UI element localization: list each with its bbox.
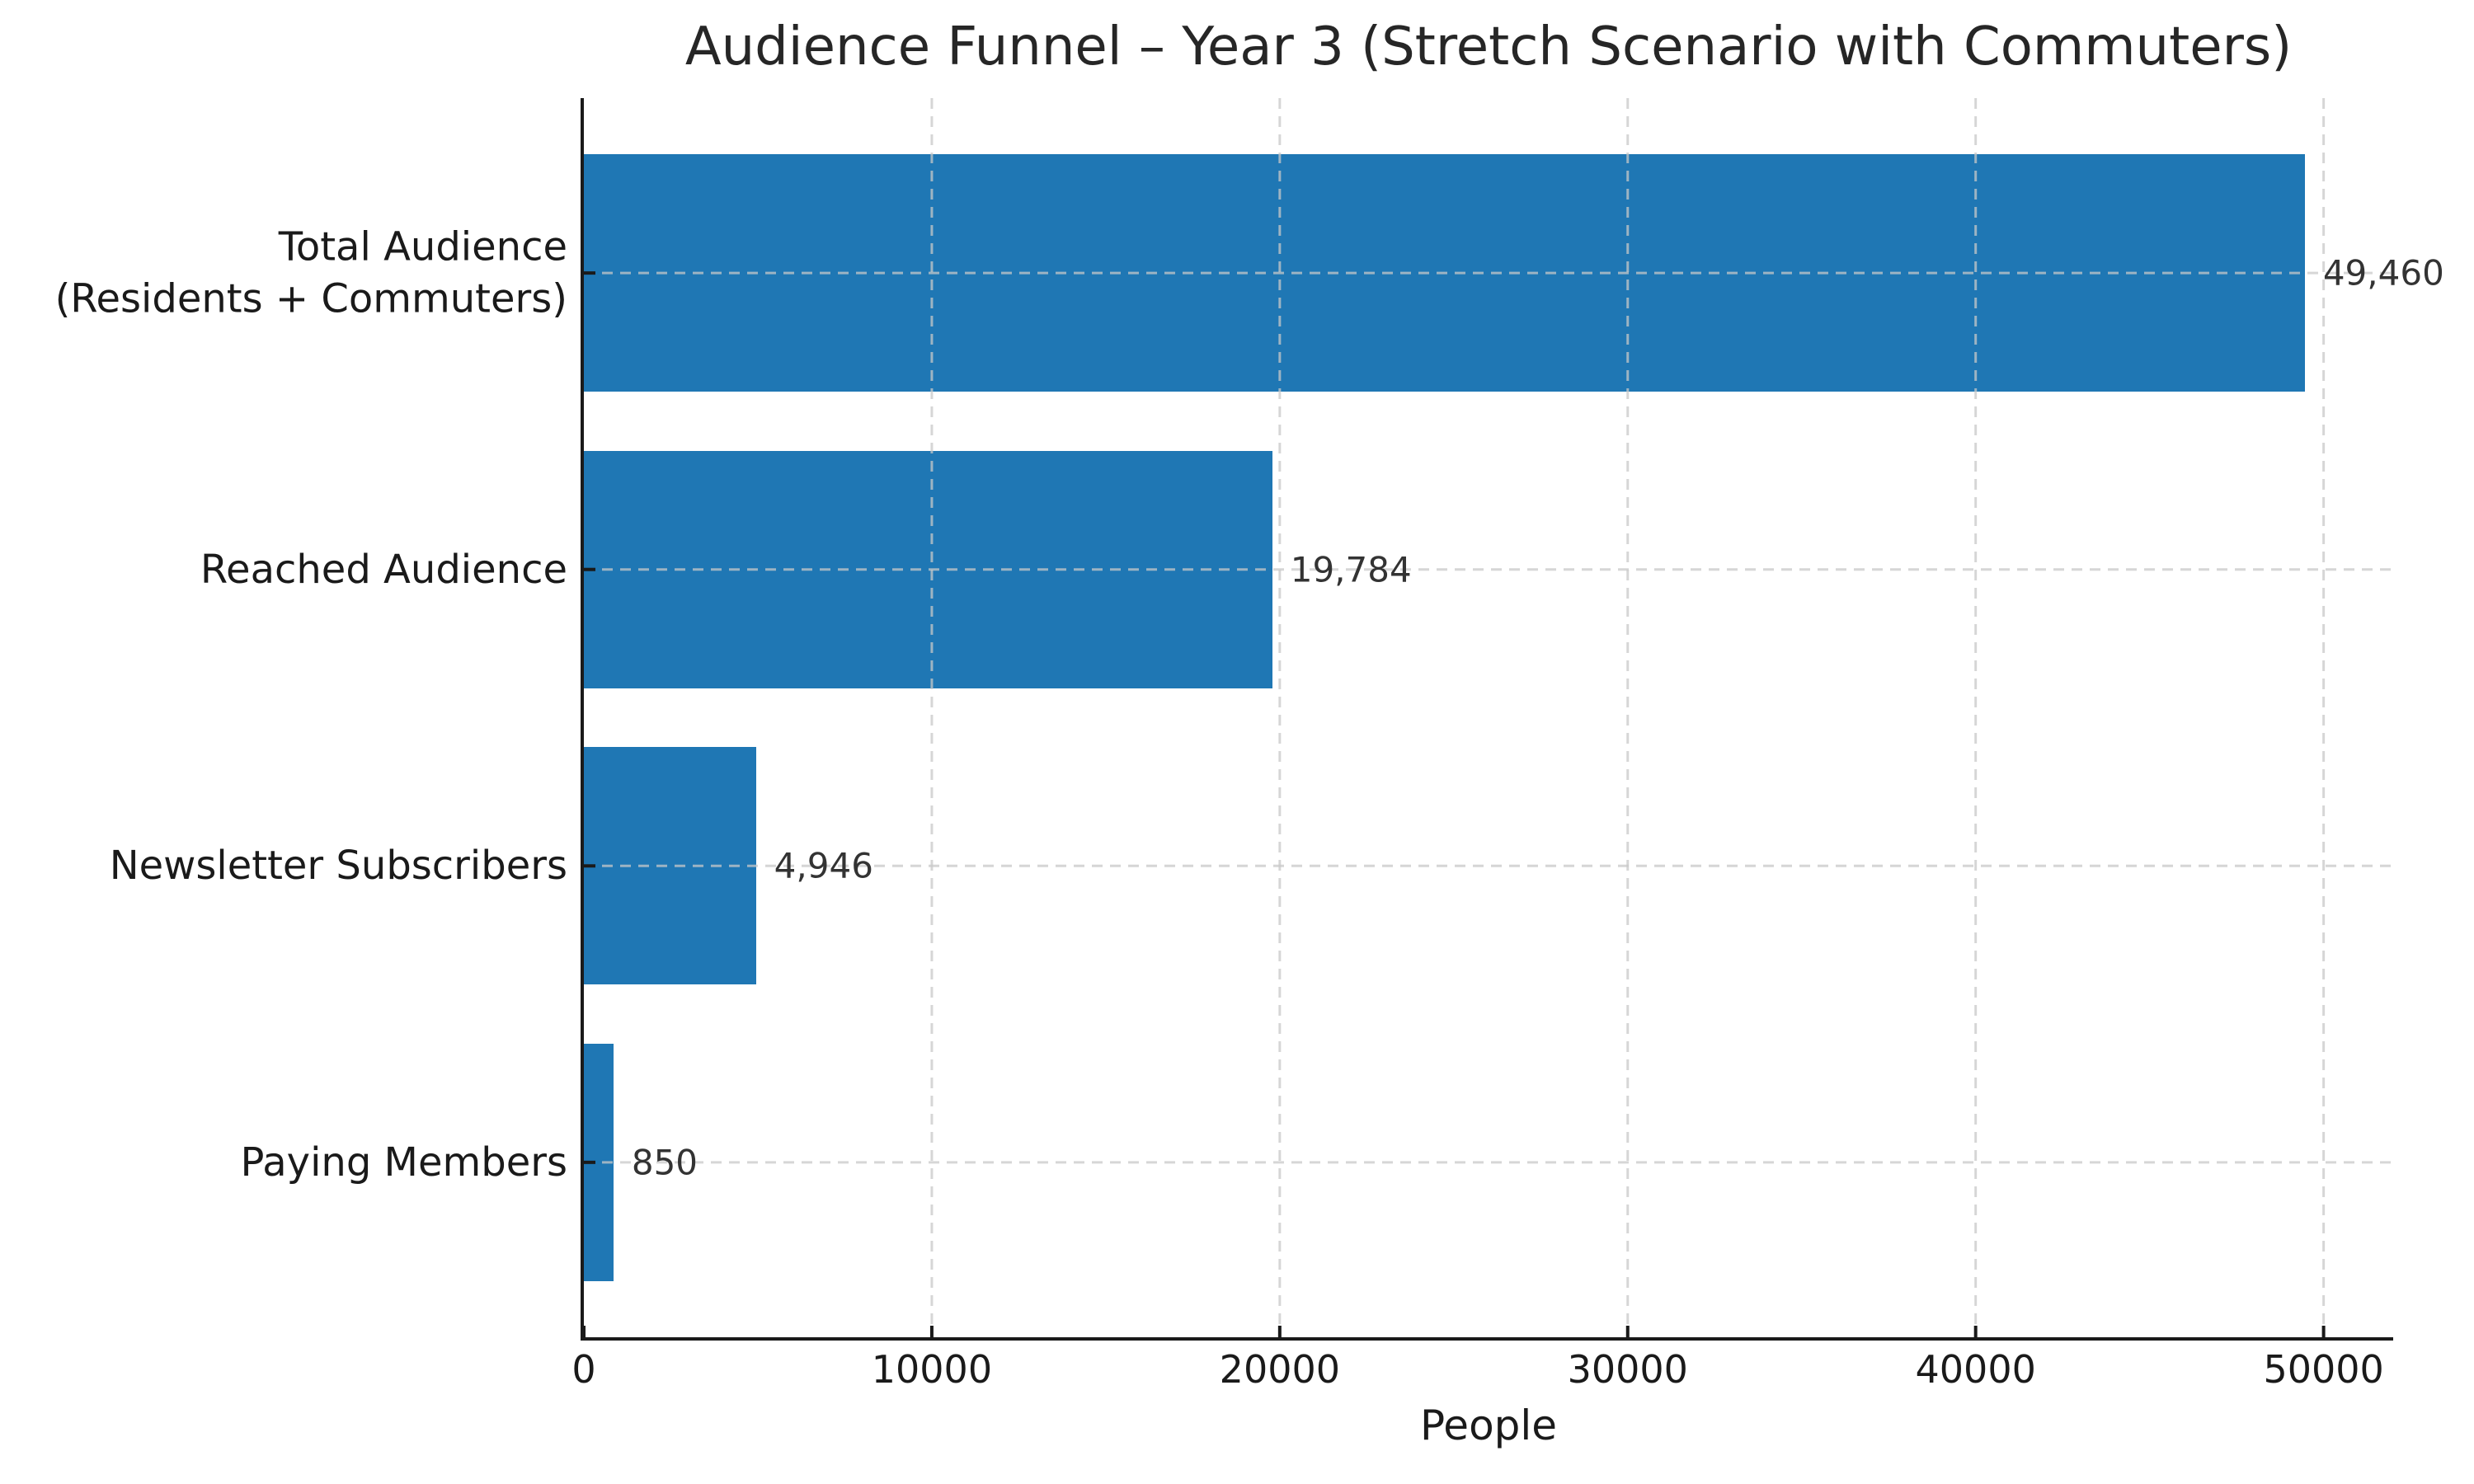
y-category-label: Paying Members bbox=[240, 1139, 567, 1186]
y-category-label: Total Audience (Residents + Commuters) bbox=[54, 223, 567, 322]
x-tick-label: 30000 bbox=[1567, 1347, 1688, 1392]
bar-value-label: 49,460 bbox=[2322, 252, 2444, 294]
bar bbox=[584, 154, 2305, 392]
bar-value-label: 850 bbox=[631, 1142, 698, 1183]
x-tick-label: 0 bbox=[571, 1347, 596, 1392]
bar bbox=[584, 1044, 614, 1281]
bar bbox=[584, 747, 756, 985]
plot-area: 49,460 19,784 4,946 850 bbox=[581, 98, 2444, 1341]
x-axis-label: People bbox=[1419, 1402, 1558, 1449]
x-tick-label: 10000 bbox=[871, 1347, 993, 1392]
chart-title: Audience Funnel – Year 3 (Stretch Scenar… bbox=[684, 16, 2293, 77]
x-axis-spine bbox=[581, 1337, 2393, 1341]
y-category-label: Newsletter Subscribers bbox=[109, 843, 567, 890]
y-category-label: Reached Audience bbox=[200, 546, 567, 593]
bar-value-label: 19,784 bbox=[1290, 549, 1412, 590]
y-axis-spine bbox=[581, 98, 584, 1341]
x-tick-label: 40000 bbox=[1915, 1347, 2036, 1392]
bar-value-label: 4,946 bbox=[774, 845, 873, 886]
bar bbox=[584, 450, 1272, 688]
x-tick-label: 20000 bbox=[1219, 1347, 1341, 1392]
x-tick-label: 50000 bbox=[2263, 1347, 2384, 1392]
